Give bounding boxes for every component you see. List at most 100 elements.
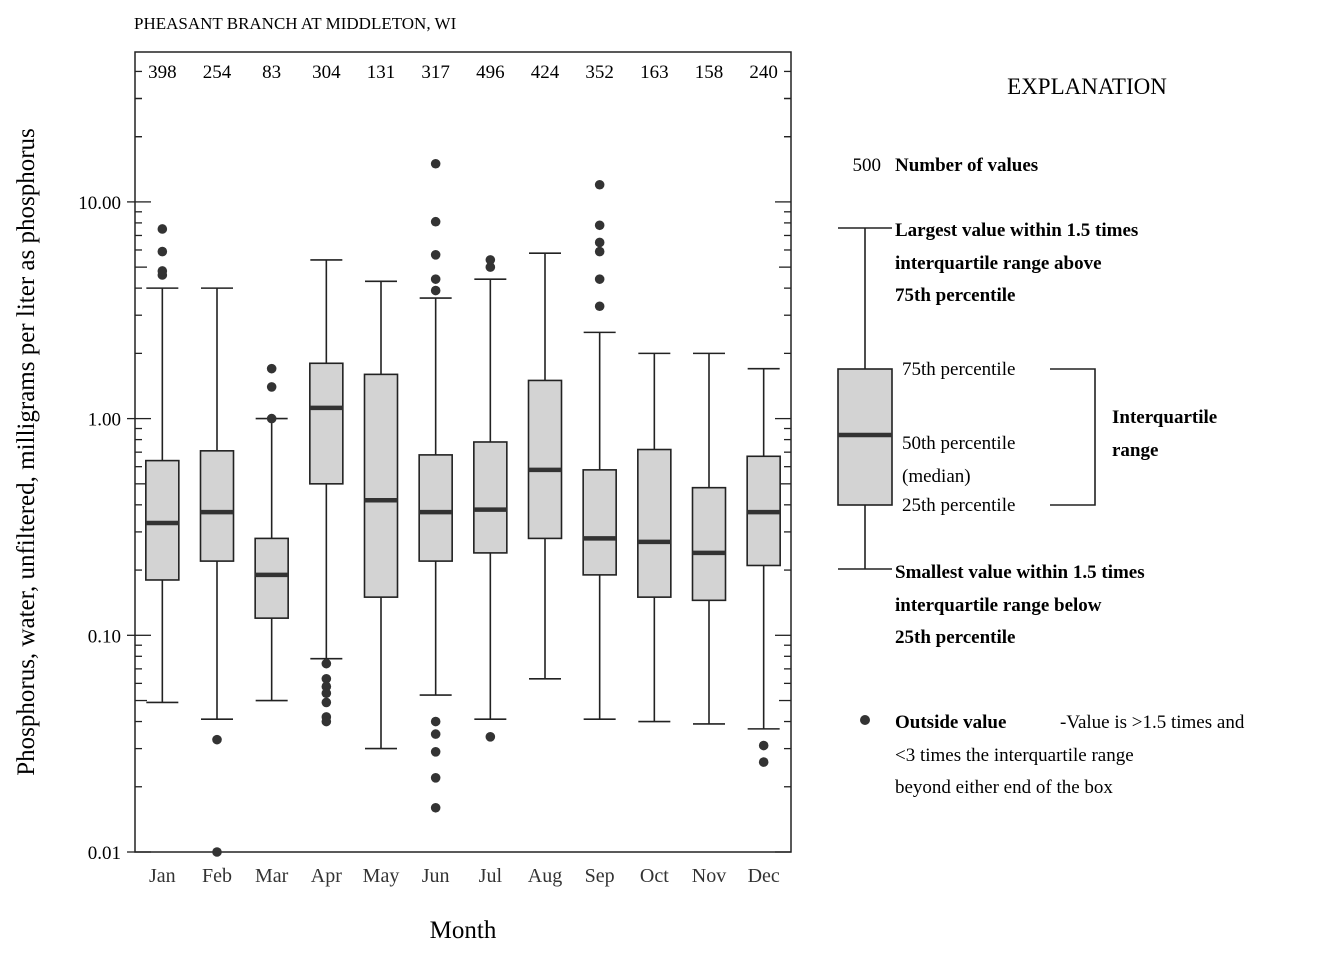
outlier-point xyxy=(485,262,496,272)
count-label: 496 xyxy=(476,62,505,83)
outlier-point xyxy=(321,716,332,727)
outlier-point xyxy=(321,681,332,692)
x-tick-label: May xyxy=(363,865,400,887)
box-apr xyxy=(309,259,344,727)
outlier-point xyxy=(157,266,168,276)
x-tick-label: Dec xyxy=(748,865,780,887)
outlier-point xyxy=(212,847,222,857)
outlier-point xyxy=(321,658,332,669)
outlier-point xyxy=(266,363,277,374)
outlier-point xyxy=(430,216,441,227)
count-label: 240 xyxy=(749,62,778,83)
count-label: 304 xyxy=(312,62,341,83)
y-tick-label: 10.00 xyxy=(78,193,121,214)
outlier-point xyxy=(321,697,332,708)
legend-outlier-dot xyxy=(860,715,870,725)
count-label: 158 xyxy=(695,62,724,83)
iqr-box xyxy=(582,469,617,576)
x-tick-label: Aug xyxy=(528,865,562,887)
box-jul xyxy=(473,255,508,742)
box-mar xyxy=(254,363,289,702)
legend-lower-whisker-2: interquartile range below xyxy=(895,595,1102,616)
count-label: 254 xyxy=(203,62,232,83)
outlier-point xyxy=(212,734,222,745)
x-tick-label: Jul xyxy=(479,865,503,887)
legend-outside-desc-2: <3 times the interquartile range xyxy=(895,745,1134,766)
iqr-box xyxy=(473,441,508,554)
count-label: 317 xyxy=(421,62,450,83)
y-tick-label: 0.10 xyxy=(88,626,121,647)
box-feb xyxy=(199,287,235,857)
box-dec xyxy=(746,367,781,767)
iqr-box xyxy=(254,537,289,619)
outlier-point xyxy=(430,285,441,296)
iqr-box xyxy=(145,459,180,581)
box-may xyxy=(363,280,399,750)
x-tick-label: Nov xyxy=(692,865,726,887)
count-label: 163 xyxy=(640,62,669,83)
outlier-point xyxy=(594,220,605,231)
x-axis-label: Month xyxy=(430,917,497,944)
count-label: 83 xyxy=(262,62,281,83)
iqr-box xyxy=(691,486,727,602)
legend-iqr-1: Interquartile xyxy=(1112,407,1217,428)
legend-count-example: 500 xyxy=(853,155,882,176)
y-tick-label: 0.01 xyxy=(88,843,121,864)
iqr-box xyxy=(418,454,453,562)
count-label: 424 xyxy=(531,62,560,83)
count-label: 352 xyxy=(585,62,614,83)
explanation-heading: EXPLANATION xyxy=(1007,74,1167,99)
outlier-point xyxy=(321,688,332,699)
outlier-point xyxy=(157,224,168,234)
outlier-point xyxy=(430,274,441,284)
legend-p25: 25th percentile xyxy=(902,495,1015,516)
outlier-point xyxy=(758,740,769,751)
box-jan xyxy=(145,224,180,704)
outlier-point xyxy=(430,746,441,757)
iqr-box xyxy=(309,362,344,485)
outlier-point xyxy=(485,255,496,265)
legend-outside-desc-3: beyond either end of the box xyxy=(895,777,1113,798)
iqr-box xyxy=(199,450,235,562)
outlier-point xyxy=(594,301,605,312)
x-tick-label: Jan xyxy=(149,865,176,887)
y-tick-label: 1.00 xyxy=(88,410,121,431)
outlier-point xyxy=(430,802,441,813)
box-sep xyxy=(582,179,617,721)
legend-upper-whisker-1: Largest value within 1.5 times xyxy=(895,220,1138,241)
x-tick-label: Jun xyxy=(422,865,450,887)
legend-lower-whisker-3: 25th percentile xyxy=(895,627,1016,648)
box-oct xyxy=(637,352,672,723)
outlier-point xyxy=(430,729,441,739)
x-tick-label: Mar xyxy=(255,865,289,887)
outlier-point xyxy=(266,382,277,392)
outlier-point xyxy=(266,413,277,424)
legend-p50-2: (median) xyxy=(902,466,971,487)
legend-iqr-bracket xyxy=(1050,368,1096,506)
legend-p75: 75th percentile xyxy=(902,359,1015,380)
box-aug xyxy=(527,252,563,680)
outlier-point xyxy=(321,673,332,684)
outlier-point xyxy=(594,179,605,190)
iqr-box xyxy=(527,379,563,540)
legend-iqr-2: range xyxy=(1112,440,1158,461)
legend-outside-label: Outside value xyxy=(895,712,1006,733)
outlier-point xyxy=(430,250,441,260)
legend-upper-whisker-3: 75th percentile xyxy=(895,285,1016,306)
outlier-point xyxy=(430,158,441,169)
outlier-point xyxy=(485,732,496,742)
x-tick-label: Oct xyxy=(640,865,669,887)
chart-title: PHEASANT BRANCH AT MIDDLETON, WI xyxy=(134,14,457,33)
box-nov xyxy=(691,352,727,725)
outlier-point xyxy=(157,246,168,257)
legend-count-label: Number of values xyxy=(895,155,1038,176)
count-label: 131 xyxy=(367,62,396,83)
count-label: 398 xyxy=(148,62,177,83)
outlier-point xyxy=(594,246,605,257)
explanation-legend: EXPLANATION 500 Number of values Largest… xyxy=(837,74,1245,798)
legend-outside-desc-1: -Value is >1.5 times and xyxy=(1060,712,1245,733)
outlier-point xyxy=(594,237,605,248)
iqr-box xyxy=(637,448,672,598)
x-tick-label: Feb xyxy=(202,865,232,887)
